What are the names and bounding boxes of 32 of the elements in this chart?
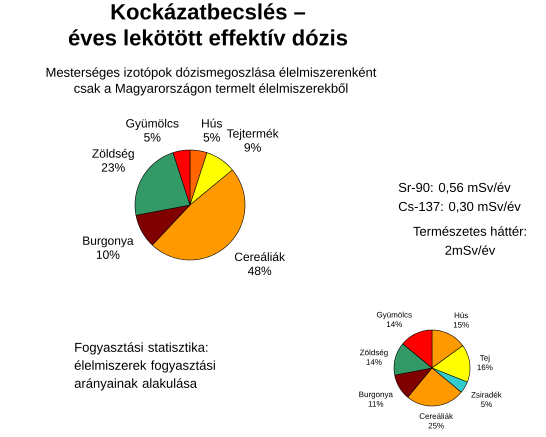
slice-label: Hús [454,312,468,318]
data-label: 25% [428,422,444,428]
slice-label: Tejtermék [226,128,279,140]
data-label: 9% [244,143,261,152]
data-label: 23% [102,163,125,172]
text: Sr-90: 0,56 mSv/év [398,182,511,194]
slice-label: Hús [202,118,222,128]
data-label: 5% [480,401,492,408]
slice-label: Tej [480,354,490,362]
text: Természetes háttér: 2mSv/év [413,226,526,255]
slice-label: Zsiradék [471,392,502,398]
data-label: 5% [144,133,161,142]
slice-label: Burgonya [83,236,134,248]
slice-label: Zöldség [360,349,388,357]
slice-label: Cereáliák [234,252,286,262]
slice-label: Burgonya [359,392,393,399]
slice-label: Gyümölcs [376,312,412,320]
slice-label: Gyümölcs [126,118,179,130]
slice-label: Cereáliák [420,413,454,419]
data-label: 48% [248,266,272,276]
data-label: 11% [368,401,384,407]
chart-title: Kockázatbecslés – éves lekötött effektív dózis [68,3,348,46]
text: Cs-137: 0,30 mSv/év [398,201,521,213]
data-label: 10% [96,250,120,259]
data-label: 15% [454,322,469,328]
slice-label: Zöldség [92,148,134,160]
data-label: 14% [366,359,382,365]
data-label: 14% [386,321,402,327]
data-label: 5% [204,133,220,142]
text: Fogyasztási statisztika: élelmiszerek fogyasztási arányainak alakulása [74,342,215,390]
chart-subtitle: Mesterséges izotópok dózismegoszlása élelmiszerenként csak a Magyarországon termelt élelmiszerekből [46,67,376,96]
data-label: 16% [477,364,493,370]
